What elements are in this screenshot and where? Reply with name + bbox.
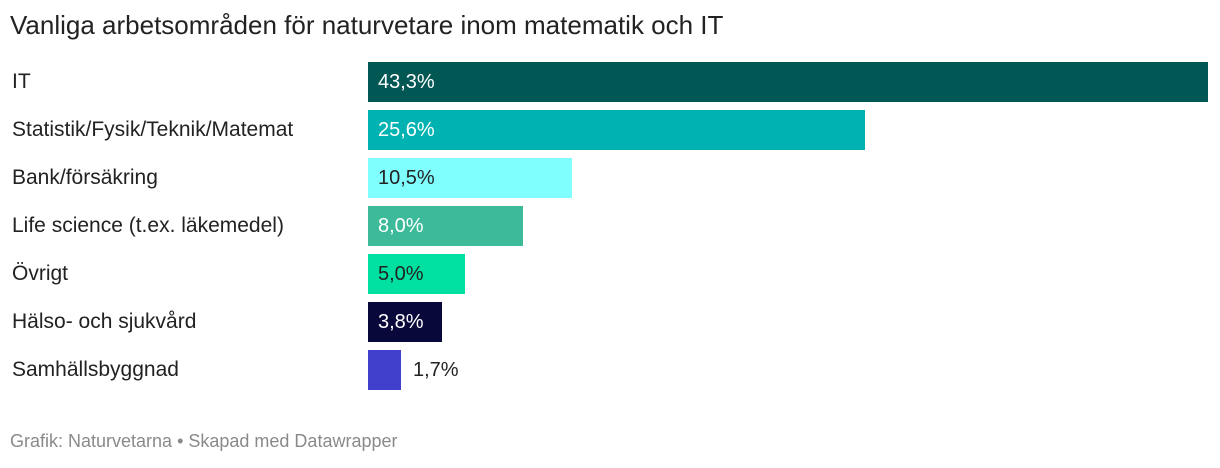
bar-row: IT 43,3% [0,62,1220,102]
bar-row: Hälso- och sjukvård 3,8% [0,302,1220,342]
bar-row: Samhällsbyggnad 1,7% [0,350,1220,390]
bar-row: Statistik/Fysik/Teknik/Matemat 25,6% [0,110,1220,150]
value-label: 1,7% [413,359,459,381]
category-label: Samhällsbyggnad [12,358,179,381]
bar [368,302,442,342]
bar-row: Övrigt 5,0% [0,254,1220,294]
bar [368,254,465,294]
value-label: 5,0% [378,263,424,285]
bar-row: Life science (t.ex. läkemedel) 8,0% [0,206,1220,246]
category-label: Övrigt [12,262,69,285]
chart-footer: Grafik: Naturvetarna • Skapad med Datawr… [10,431,398,451]
bar [368,206,523,246]
value-label: 8,0% [378,215,424,237]
category-label: Hälso- och sjukvård [12,310,197,333]
category-label: Life science (t.ex. läkemedel) [12,214,284,237]
category-label: Bank/försäkring [12,166,158,189]
value-label: 3,8% [378,311,424,333]
category-label: Statistik/Fysik/Teknik/Matemat [12,118,294,141]
bar [368,350,401,390]
value-label: 25,6% [378,119,435,141]
bar [368,110,865,150]
bar-chart: IT 43,3% Statistik/Fysik/Teknik/Matemat 25,… [0,62,1220,402]
value-label: 10,5% [378,167,435,189]
bar-row: Bank/försäkring 10,5% [0,158,1220,198]
category-label: IT [12,70,31,93]
bar [368,158,572,198]
value-label: 43,3% [378,71,435,93]
bar [368,62,1208,102]
chart-title: Vanliga arbetsområden för naturvetare in… [10,10,724,40]
